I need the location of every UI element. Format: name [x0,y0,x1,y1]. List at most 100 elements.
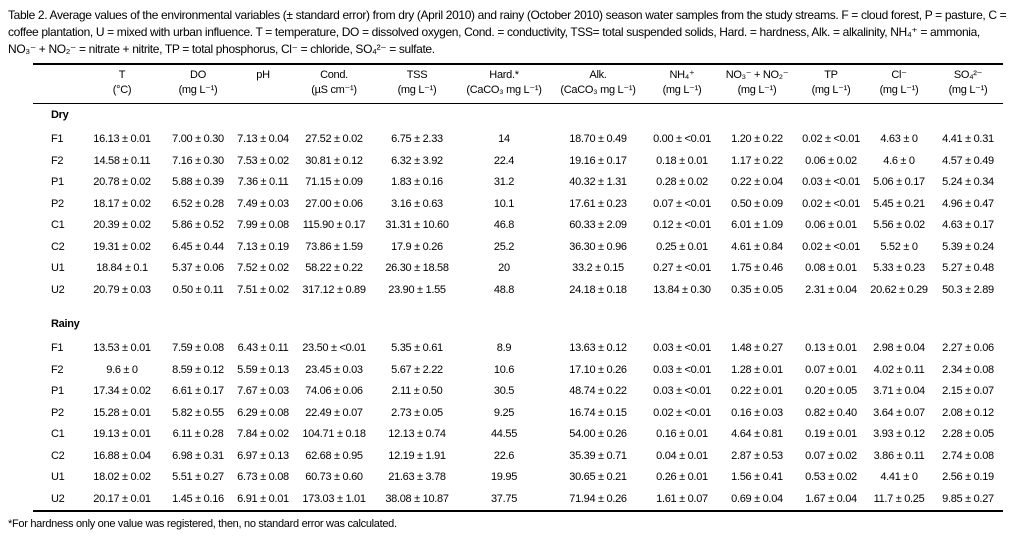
table-cell: 6.01 ± 1.09 [731,219,783,232]
table-row: U1 18.02 ± 0.02 5.51 ± 0.27 6.73 ± 0.08 60.7… [33,467,1003,489]
table-cell: 2.11 ± 0.50 [391,385,443,398]
table-cell: 0.07 ± <0.01 [653,197,711,210]
table-cell: 38.08 ± 10.87 [385,492,449,505]
table-cell: 16.88 ± 0.04 [93,449,151,462]
table-cell: 115.90 ± 0.17 [302,219,366,232]
table-cell: 23.90 ± 1.55 [388,283,446,296]
table-cell: 5.45 ± 0.21 [873,197,925,210]
table-cell: 2.27 ± 0.06 [942,342,994,355]
table-cell: 14 [498,133,510,146]
table-cell: 0.04 ± 0.01 [656,449,708,462]
table-cell: 5.06 ± 0.17 [873,176,925,189]
table-cell: 17.61 ± 0.23 [569,197,627,210]
table-cell: 44.55 [490,428,518,441]
table-cell: 16.13 ± 0.01 [93,133,151,146]
table-cell: 60.33 ± 2.09 [569,219,627,232]
table-row: P2 18.17 ± 0.02 6.52 ± 0.28 7.49 ± 0.03 27.0… [33,193,1003,215]
column-label: Cl⁻ [891,69,907,82]
row-id: C1 [51,219,65,232]
table-cell: 0.06 ± 0.01 [805,219,857,232]
table-cell: 46.8 [493,219,515,232]
table-cell: 4.61 ± 0.84 [731,240,783,253]
table-cell: 7.00 ± 0.30 [172,133,224,146]
table-cell: 35.39 ± 0.71 [569,449,627,462]
table-cell: 6.11 ± 0.28 [172,428,224,441]
table-cell: 3.71 ± 0.04 [873,385,925,398]
table-row: C1 19.13 ± 0.01 6.11 ± 0.28 7.84 ± 0.02 104.… [33,424,1003,446]
column-units: (mg L⁻¹) [737,83,777,96]
table-cell: 6.73 ± 0.08 [237,471,289,484]
table-cell: 7.51 ± 0.02 [237,283,289,296]
table-cell: 18.84 ± 0.1 [96,262,148,275]
table-row: P1 20.78 ± 0.02 5.88 ± 0.39 7.36 ± 0.11 71.1… [33,172,1003,194]
table-cell: 11.7 ± 0.25 [873,492,925,505]
table-cell: 0.07 ± 0.02 [805,449,857,462]
table-cell: 4.41 ± 0 [880,471,918,484]
table-cell: 20.78 ± 0.02 [93,176,151,189]
table-cell: 5.86 ± 0.52 [172,219,224,232]
table-cell: 5.88 ± 0.39 [172,176,224,189]
table-cell: 1.67 ± 0.04 [805,492,857,505]
table-cell: 10.1 [493,197,515,210]
table-cell: 16.74 ± 0.15 [569,406,627,419]
table-cell: 3.86 ± 0.11 [873,449,925,462]
table-cell: 33.2 ± 0.15 [572,262,624,275]
table-cell: 5.67 ± 2.22 [391,363,443,376]
table-cell: 22.6 [493,449,515,462]
table-cell: 0.25 ± 0.01 [656,240,708,253]
table-cell: 9.25 [493,406,515,419]
table-cell: 23.45 ± 0.03 [305,363,363,376]
table-cell: 2.28 ± 0.05 [942,428,994,441]
table-cell: 0.16 ± 0.01 [656,428,708,441]
table-cell: 6.32 ± 3.92 [391,154,443,167]
row-id: P1 [51,385,64,398]
table-cell: 17.9 ± 0.26 [391,240,443,253]
table-cell: 2.74 ± 0.08 [942,449,994,462]
table-cell: 20.62 ± 0.29 [870,283,928,296]
table-cell: 0.02 ± <0.01 [802,240,860,253]
table-row: P1 17.34 ± 0.02 6.61 ± 0.17 7.67 ± 0.03 74.0… [33,381,1003,403]
table-cell: 2.98 ± 0.04 [873,342,925,355]
table-cell: 58.22 ± 0.22 [305,262,363,275]
table-cell: 18.70 ± 0.49 [569,133,627,146]
table-cell: 5.39 ± 0.24 [942,240,994,253]
table-cell: 9.6 ± 0 [106,363,138,376]
column-units: (°C) [112,83,132,96]
table-cell: 18.17 ± 0.02 [93,197,151,210]
column-label: TP [824,69,838,82]
table-cell: 0.27 ± <0.01 [653,262,711,275]
table-cell: 30.5 [493,385,515,398]
table-cell: 48.74 ± 0.22 [569,385,627,398]
table-cell: 1.17 ± 0.22 [731,154,783,167]
table-cell: 22.4 [493,154,515,167]
column-header-hardness: Hard.* (CaCO₃ mg L⁻¹) [459,64,549,104]
table-cell: 15.28 ± 0.01 [93,406,151,419]
table-cell: 1.61 ± 0.07 [656,492,708,505]
table-cell: 5.59 ± 0.13 [237,363,289,376]
row-id: C2 [51,449,65,462]
row-id: F2 [51,363,64,376]
table-cell: 24.18 ± 0.18 [569,283,627,296]
table-cell: 1.83 ± 0.16 [391,176,443,189]
column-units: (CaCO₃ mg L⁻¹) [466,83,542,96]
table-cell: 10.6 [493,363,515,376]
table-cell: 60.73 ± 0.60 [305,471,363,484]
table-cell: 0.00 ± <0.01 [653,133,711,146]
table-cell: 6.91 ± 0.01 [237,492,289,505]
section-label: Rainy [51,318,80,331]
table-cell: 7.67 ± 0.03 [237,385,289,398]
table-cell: 7.49 ± 0.03 [237,197,289,210]
data-table: T (°C) DO (mg L⁻¹) pH Cond. (µS cm⁻¹) TS… [33,63,1003,512]
table-row: C1 20.39 ± 0.02 5.86 ± 0.52 7.99 ± 0.08 115.… [33,215,1003,237]
table-cell: 0.18 ± 0.01 [656,154,708,167]
table-cell: 7.53 ± 0.02 [237,154,289,167]
table-cell: 27.52 ± 0.02 [305,133,363,146]
table-cell: 7.13 ± 0.19 [237,240,289,253]
table-header: T (°C) DO (mg L⁻¹) pH Cond. (µS cm⁻¹) TS… [33,64,1003,104]
table-cell: 19.95 [490,471,518,484]
table-cell: 0.35 ± 0.05 [731,283,783,296]
column-header-total-phosphorus: TP (mg L⁻¹) [797,64,865,104]
table-container: T (°C) DO (mg L⁻¹) pH Cond. (µS cm⁻¹) TS… [33,63,1003,512]
table-cell: 104.71 ± 0.18 [302,428,366,441]
column-header-sulfate: SO₄²⁻ (mg L⁻¹) [933,64,1003,104]
